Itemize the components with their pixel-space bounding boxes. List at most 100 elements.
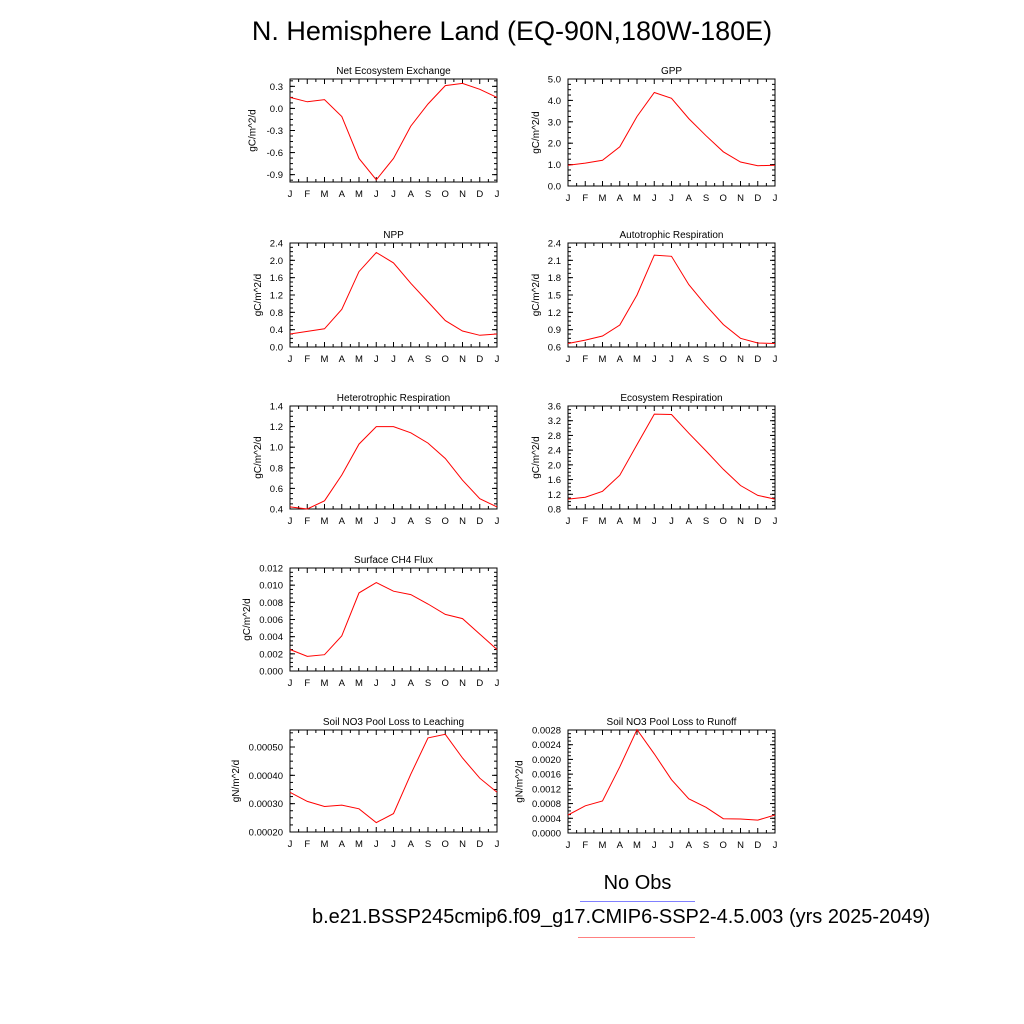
x-tick-label: D <box>754 193 761 204</box>
x-tick-label: N <box>737 516 744 527</box>
y-tick-label: 0.0020 <box>532 755 561 766</box>
y-tick-label: 1.2 <box>270 422 283 433</box>
y-axis-label: gC/m^2/d <box>248 109 259 152</box>
x-tick-label: J <box>652 840 657 851</box>
x-tick-label: J <box>669 840 674 851</box>
x-tick-label: J <box>288 839 293 850</box>
y-tick-label: 0.002 <box>259 649 283 660</box>
chart-title: Surface CH4 Flux <box>354 555 433 566</box>
x-tick-label: J <box>669 516 674 527</box>
x-tick-label: A <box>408 839 415 850</box>
x-tick-label: M <box>355 516 363 527</box>
y-axis-label: gN/m^2/d <box>514 760 525 803</box>
x-tick-label: O <box>720 354 727 365</box>
y-axis-label: gC/m^2/d <box>531 111 542 154</box>
x-tick-label: A <box>686 193 693 204</box>
plot-frame <box>567 242 776 348</box>
x-tick-label: N <box>459 516 466 527</box>
chart-title: Heterotrophic Respiration <box>337 393 450 404</box>
x-tick-label: M <box>599 840 607 851</box>
x-tick-label: J <box>391 516 396 527</box>
plot-frame <box>567 78 776 187</box>
x-tick-label: D <box>476 839 483 850</box>
x-tick-label: J <box>374 516 379 527</box>
series-line <box>567 91 776 167</box>
x-tick-label: A <box>686 354 693 365</box>
x-tick-label: J <box>566 354 571 365</box>
x-tick-label: N <box>459 678 466 689</box>
x-tick-label: M <box>321 678 329 689</box>
y-tick-label: 0.6 <box>270 484 283 495</box>
y-tick-label: 1.5 <box>548 291 561 302</box>
x-tick-label: J <box>566 840 571 851</box>
y-tick-label: 1.2 <box>270 291 283 302</box>
x-tick-label: M <box>355 189 363 200</box>
plot-frame <box>289 567 498 672</box>
y-tick-label: 3.2 <box>548 416 561 427</box>
x-tick-label: J <box>652 193 657 204</box>
y-tick-label: 0.000 <box>259 667 283 678</box>
x-tick-label: A <box>339 678 346 689</box>
x-tick-label: M <box>633 193 641 204</box>
x-tick-label: A <box>339 839 346 850</box>
y-tick-label: 1.4 <box>270 402 283 413</box>
x-tick-label: M <box>599 354 607 365</box>
y-tick-label: 0.4 <box>270 505 283 516</box>
x-tick-label: F <box>304 516 310 527</box>
y-tick-label: 3.0 <box>548 117 561 128</box>
series-line <box>289 733 498 824</box>
x-tick-label: S <box>703 354 709 365</box>
y-tick-label: 0.0 <box>270 104 283 115</box>
y-tick-label: -0.3 <box>267 126 283 137</box>
x-tick-label: S <box>425 678 431 689</box>
x-tick-label: S <box>703 516 709 527</box>
y-tick-label: 0.8 <box>548 505 561 516</box>
x-tick-label: D <box>754 354 761 365</box>
y-tick-label: 0.6 <box>548 343 561 354</box>
y-axis-label: gC/m^2/d <box>531 274 542 317</box>
x-tick-label: O <box>442 678 449 689</box>
x-tick-label: J <box>669 193 674 204</box>
x-tick-label: J <box>495 189 500 200</box>
x-tick-label: M <box>321 516 329 527</box>
x-tick-label: J <box>773 840 778 851</box>
x-tick-label: O <box>442 839 449 850</box>
x-tick-label: J <box>288 354 293 365</box>
y-tick-label: 0.0 <box>548 182 561 193</box>
x-tick-label: J <box>566 516 571 527</box>
x-tick-label: J <box>669 354 674 365</box>
x-tick-label: S <box>425 189 431 200</box>
x-tick-label: M <box>599 516 607 527</box>
y-tick-label: 1.2 <box>548 490 561 501</box>
x-tick-label: A <box>617 354 624 365</box>
x-tick-label: A <box>686 840 693 851</box>
legend-run-label: b.e21.BSSP245cmip6.f09_g17.CMIP6-SSP2-4.… <box>312 906 931 928</box>
y-tick-label: 0.0028 <box>532 726 561 737</box>
y-tick-label: 0.0 <box>270 343 283 354</box>
x-tick-label: N <box>459 189 466 200</box>
y-tick-label: 0.00030 <box>249 799 283 810</box>
series-line <box>567 254 776 344</box>
x-tick-label: J <box>495 516 500 527</box>
y-tick-label: 0.3 <box>270 82 283 93</box>
x-tick-label: J <box>374 678 379 689</box>
x-tick-label: J <box>495 839 500 850</box>
x-tick-label: J <box>495 678 500 689</box>
x-tick-label: N <box>737 354 744 365</box>
chart-title: Autotrophic Respiration <box>620 230 724 241</box>
y-tick-label: 0.8 <box>270 308 283 319</box>
y-tick-label: 2.0 <box>548 460 561 471</box>
x-tick-label: J <box>391 678 396 689</box>
y-tick-label: 0.0008 <box>532 799 561 810</box>
x-tick-label: S <box>703 840 709 851</box>
x-tick-label: N <box>737 840 744 851</box>
x-tick-label: A <box>408 189 415 200</box>
x-tick-label: F <box>304 678 310 689</box>
x-tick-label: M <box>355 354 363 365</box>
x-tick-label: J <box>773 354 778 365</box>
